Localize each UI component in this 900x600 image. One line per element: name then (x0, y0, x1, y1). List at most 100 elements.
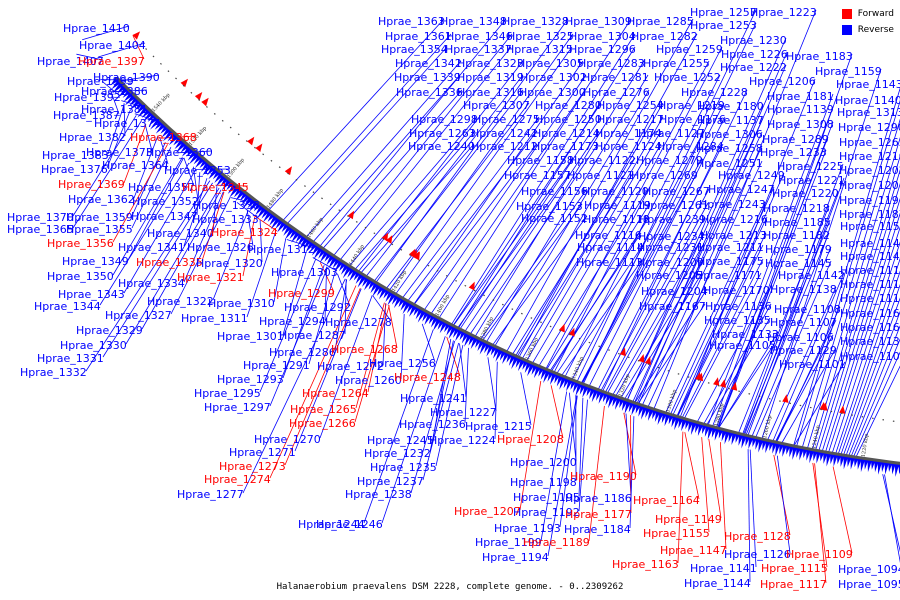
gene-label: Hprae_1113 (576, 256, 643, 269)
gene-leader-line (625, 413, 632, 498)
gene-label: Hprae_1261 (642, 199, 709, 212)
gene-label: Hprae_1321 (177, 271, 244, 284)
gene-label: Hprae_1392 (54, 91, 121, 104)
gene-leader-line (141, 189, 222, 330)
map-caption: Halanaerobium praevalens DSM 2228, compl… (276, 582, 624, 592)
gene-label: Hprae_1255 (643, 57, 710, 70)
gene-leader-line (123, 168, 197, 294)
gene-label: Hprae_1192 (513, 506, 580, 519)
gene-leader-line (306, 60, 462, 237)
reverse-gene-glyph (765, 439, 771, 454)
reverse-gene-glyph (409, 304, 418, 317)
gene-label: Hprae_1236 (399, 418, 466, 431)
gene-leader-line (435, 345, 464, 467)
gene-label: Hprae_1334 (118, 277, 185, 290)
reverse-gene-glyph (724, 430, 731, 445)
gene-leader-line (749, 449, 757, 568)
gene-label: Hprae_1365 (7, 223, 74, 236)
forward-gene-glyph (821, 402, 828, 411)
reverse-gene-glyph (572, 380, 580, 393)
gene-leader-line (642, 145, 763, 405)
gene-label: Hprae_1142 (778, 269, 845, 282)
reverse-gene-glyph (527, 362, 535, 377)
gene-label: Hprae_1309 (565, 15, 632, 28)
gene-label: Hprae_1357 (128, 181, 195, 194)
gene-leader-line (246, 210, 254, 247)
gene-label: Hprae_1404 (79, 39, 146, 52)
gene-leader-line (745, 232, 830, 435)
gene-leader-line (612, 233, 705, 395)
reverse-gene-glyph (112, 81, 125, 94)
gene-label: Hprae_1167 (639, 300, 706, 313)
gene-label: Hprae_1331 (37, 352, 104, 365)
reverse-gene-glyph (782, 443, 788, 457)
gene-leader-line (269, 285, 357, 479)
forward-gene-glyph (644, 356, 651, 365)
gene-leader-line (621, 259, 704, 398)
gene-leader-line (460, 116, 602, 329)
gene-label: Hprae_1289 (762, 133, 829, 146)
gene-label: Hprae_1250 (535, 113, 602, 126)
gene-label: Hprae_1323 (457, 57, 524, 70)
gene-label: Hprae_1211 (697, 241, 764, 254)
gene-label: Hprae_1273 (219, 460, 286, 473)
gene-label: Hprae_1160 (840, 321, 900, 334)
forward-gene-glyph (731, 382, 738, 391)
reverse-gene-glyph (464, 333, 473, 347)
gene-leader-line (670, 186, 775, 414)
reverse-gene-glyph (455, 328, 464, 342)
gene-leader-line (76, 53, 104, 61)
forward-gene-glyph (619, 347, 626, 357)
reverse-gene-glyph (477, 339, 485, 352)
gene-leader-line (572, 130, 705, 379)
gene-label: Hprae_1397 (78, 55, 145, 68)
gene-leader-line (407, 130, 538, 301)
gene-leader-line (556, 244, 644, 373)
reverse-gene-glyph (470, 336, 479, 350)
reverse-gene-glyph (591, 388, 599, 403)
gene-label: Hprae_1386 (81, 85, 148, 98)
gene-leader-line (475, 60, 645, 337)
gene-label: Hprae_1282 (631, 30, 698, 43)
gene-label: Hprae_1390 (93, 71, 160, 84)
gene-leader-line (554, 46, 723, 372)
gene-label: Hprae_1152 (521, 212, 588, 225)
gene-label: Hprae_1374 (94, 117, 161, 130)
gene-label: Hprae_1186 (565, 492, 632, 505)
gene-leader-line (424, 74, 587, 310)
gene-leader-line (846, 310, 900, 455)
gene-label: Hprae_1176 (659, 113, 726, 126)
gene-leader-line (540, 391, 568, 542)
gene-label: Hprae_1159 (815, 65, 882, 78)
gene-label: Hprae_1373 (86, 146, 153, 159)
gene-label: Hprae_1349 (62, 255, 129, 268)
gene-leader-line (638, 303, 706, 404)
gene-label: Hprae_1326 (187, 241, 254, 254)
gene-leader-line (123, 103, 126, 137)
gene-leader-line (856, 365, 900, 457)
gene-label: Hprae_1387 (53, 109, 120, 122)
gene-leader-line (340, 46, 512, 260)
gene-leader-line (273, 238, 287, 303)
gene-leader-line (539, 188, 649, 366)
position-tick-label: 1320 kbp (618, 373, 632, 397)
gene-leader-line (121, 74, 160, 82)
reverse-gene-glyph (417, 309, 427, 323)
gene-leader-line (853, 351, 900, 456)
gene-label: Hprae_1333 (192, 213, 259, 226)
gene-label: Hprae_1298 (411, 113, 478, 126)
gene-label: Hprae_1345 (182, 181, 249, 194)
position-tick-label: 1260 kbp (762, 415, 773, 439)
gene-leader-line (82, 25, 130, 41)
gene-label: Hprae_1307 (463, 99, 530, 112)
gene-label: Hprae_1287 (279, 329, 346, 342)
gene-label: Hprae_1190 (570, 470, 637, 483)
gene-label: Hprae_1271 (229, 446, 296, 459)
forward-gene-glyph (558, 323, 565, 333)
gene-label: Hprae_1313 (837, 106, 900, 119)
gene-leader-line (242, 216, 256, 277)
gene-leader-line (581, 157, 703, 383)
gene-label: Hprae_1256 (369, 357, 436, 370)
gene-leader-line (480, 188, 588, 339)
gene-label: Hprae_1355 (66, 223, 133, 236)
